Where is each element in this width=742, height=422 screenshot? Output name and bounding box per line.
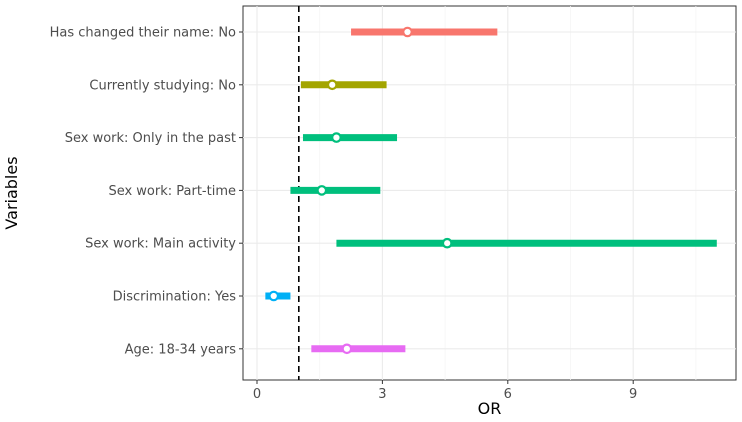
or-point [268, 290, 280, 302]
x-axis-ticks: 0 3 6 9 [253, 380, 637, 402]
x-tick-label: 6 [504, 387, 512, 402]
or-point [326, 79, 338, 91]
variable-label: Discrimination: Yes [113, 290, 237, 305]
confidence-intervals [265, 28, 717, 353]
variable-labels: Has changed their name: No Currently stud… [50, 26, 243, 357]
x-tick-label: 3 [378, 387, 386, 402]
variable-label: Sex work: Only in the past [65, 131, 236, 146]
or-point [341, 343, 353, 355]
or-point [316, 185, 328, 196]
odds-ratio-points [268, 26, 453, 355]
variable-label: Age: 18-34 years [125, 342, 237, 357]
variable-label: Sex work: Part-time [108, 184, 236, 199]
x-axis-title: OR [478, 399, 502, 418]
x-tick-label: 9 [629, 387, 637, 402]
or-point [402, 26, 413, 38]
or-point [331, 132, 342, 143]
x-tick-label: 0 [253, 387, 261, 402]
y-axis-title: Variables [2, 156, 21, 229]
or-point [441, 237, 453, 249]
variable-label: Sex work: Main activity [85, 237, 236, 252]
variable-label: Has changed their name: No [50, 26, 236, 41]
variable-label: Currently studying: No [89, 78, 236, 93]
